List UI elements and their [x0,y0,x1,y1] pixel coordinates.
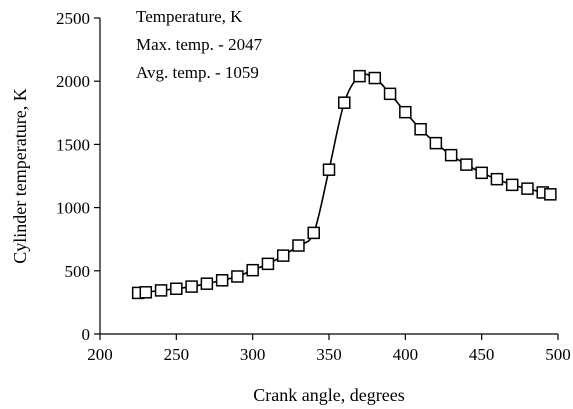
x-tick-label: 200 [87,345,113,364]
data-point-marker [490,172,504,186]
y-axis-title: Cylinder temperature, K [10,88,30,263]
y-tick-label: 0 [82,325,91,344]
y-ticks: 0 500 1000 1500 2000 2500 [56,9,100,344]
data-point-marker [200,277,214,290]
annotation-line-1: Temperature, K [136,7,243,26]
data-point-marker [414,122,427,136]
data-point-marker [399,105,412,119]
annotation-line-3: Avg. temp. - 1059 [136,63,259,82]
y-tick-label: 1000 [56,199,90,218]
data-point-marker [353,69,366,83]
data-point-marker [185,280,198,293]
data-point-marker [368,71,382,85]
data-point-marker [383,87,397,101]
data-point-marker [261,257,275,271]
data-point-marker [139,286,153,299]
x-tick-label: 500 [545,345,571,364]
x-tick-label: 250 [164,345,190,364]
data-point-marker [276,249,290,262]
data-point-marker [322,163,336,176]
annotations: Temperature, K Max. temp. - 2047 Avg. te… [136,7,263,82]
y-tick-label: 1500 [56,135,90,154]
y-tick-label: 2500 [56,9,90,28]
data-point-marker [444,148,458,162]
data-point-marker [231,270,244,283]
data-point-marker [429,136,443,150]
annotation-line-2: Max. temp. - 2047 [136,35,263,54]
x-tick-label: 350 [316,345,342,364]
y-tick-label: 2000 [56,72,90,91]
series-group [131,69,557,300]
data-point-marker [246,263,259,277]
x-tick-label: 300 [240,345,266,364]
x-axis-title: Crank angle, degrees [253,385,404,405]
data-point-marker [292,239,305,252]
x-ticks: 200 250 300 350 400 450 500 [87,334,571,364]
data-point-marker [154,284,168,297]
data-point-marker [170,282,183,295]
data-point-marker [215,274,229,287]
data-point-marker [475,166,488,180]
data-point-marker [521,182,534,195]
data-point-marker [338,96,351,109]
data-point-marker [544,188,557,201]
y-tick-label: 500 [65,262,91,281]
data-point-marker [460,158,473,171]
data-point-marker [307,226,320,240]
data-point-marker [505,178,519,192]
temperature-markers [131,69,557,300]
x-tick-label: 400 [393,345,419,364]
x-tick-label: 450 [469,345,495,364]
